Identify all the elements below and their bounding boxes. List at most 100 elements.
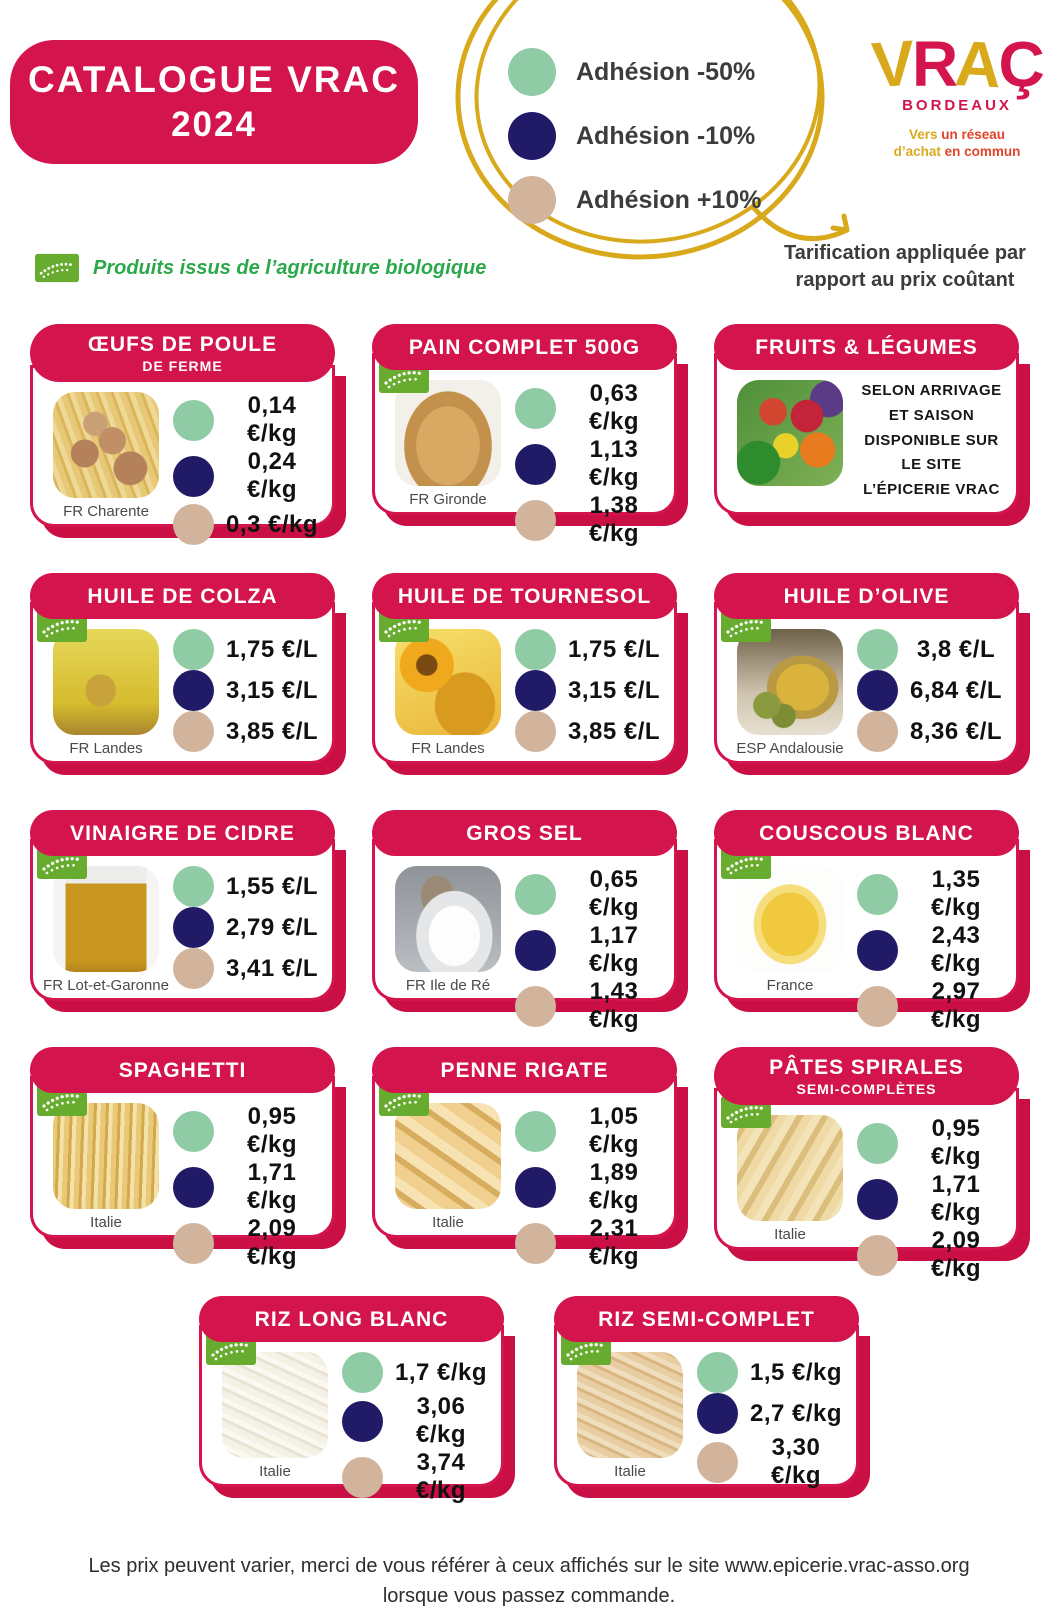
product-title: PÂTES SPIRALES: [769, 1056, 964, 1079]
price-row: 2,09 €/kg: [173, 1215, 322, 1271]
price-row: 1,38 €/kg: [515, 492, 664, 548]
price-row: 2,7 €/kg: [697, 1393, 846, 1434]
price-row: 0,95 €/kg: [173, 1103, 322, 1159]
price-list: 0,95 €/kg 1,71 €/kg 2,09 €/kg: [169, 1103, 324, 1270]
green-tier-dot: [857, 873, 898, 915]
price-list: 3,8 €/L 6,84 €/L 8,36 €/L: [853, 629, 1008, 753]
product-image: [737, 380, 843, 486]
product-image: [395, 380, 501, 486]
legend-label: Adhésion +10%: [576, 185, 762, 214]
price-row: 8,36 €/L: [857, 711, 1006, 752]
navy-tier-dot: [342, 1400, 383, 1442]
price-row: 1,55 €/L: [173, 866, 322, 907]
product-image: [53, 629, 159, 735]
price-value: 3,06 €/kg: [415, 1393, 467, 1448]
product-card: ŒUFS DE POULE DE FERME FR Charente 0,14 …: [30, 324, 335, 545]
organic-icon: [35, 253, 79, 283]
product-title: HUILE DE TOURNESOL: [397, 584, 652, 608]
product-card-header: COUSCOUS BLANC: [714, 810, 1019, 856]
price-value: 1,7 €/kg: [394, 1358, 488, 1386]
price-value: 0,63 €/kg: [588, 380, 640, 435]
product-media: FR Landes: [43, 629, 169, 757]
tarification-note-line2: rapport au prix coûtant: [795, 269, 1015, 291]
price-row: 1,5 €/kg: [697, 1352, 846, 1393]
tagline-part: un réseau: [941, 126, 1006, 142]
product-grid: ŒUFS DE POULE DE FERME FR Charente 0,14 …: [30, 324, 1028, 1282]
catalogue-title-line2: 2024: [171, 105, 257, 144]
product-card-body: SELON ARRIVAGE ET SAISON DISPONIBLE SUR LE …: [714, 353, 1019, 515]
price-value: 1,75 €/L: [567, 635, 661, 663]
product-card: HUILE DE COLZA FR Landes 1,75 €/L 3,15 €/…: [30, 573, 335, 764]
price-list: 1,7 €/kg 3,06 €/kg 3,74 €/kg: [338, 1352, 493, 1504]
legend-label: Adhésion -10%: [576, 121, 756, 150]
product-media: Italie: [567, 1352, 693, 1480]
product-card-header: RIZ SEMI-COMPLET: [554, 1296, 859, 1342]
price-value: 1,5 €/kg: [749, 1358, 843, 1386]
product-media: Italie: [212, 1352, 338, 1480]
price-row: 2,31 €/kg: [515, 1215, 664, 1271]
price-list: 1,05 €/kg 1,89 €/kg 2,31 €/kg: [511, 1103, 666, 1270]
product-image: [395, 1103, 501, 1209]
price-value: 1,43 €/kg: [588, 978, 640, 1033]
price-value: 1,38 €/kg: [588, 492, 640, 547]
product-card-header: PENNE RIGATE: [372, 1047, 677, 1093]
product-card: PAIN COMPLET 500G FR Gironde 0,63 €/kg 1,…: [372, 324, 677, 547]
catalogue-title-line1: CATALOGUE VRAC: [28, 59, 400, 100]
price-list: SELON ARRIVAGE ET SAISON DISPONIBLE SUR LE …: [853, 380, 1008, 504]
tarification-note-line1: Tarification appliquée par: [784, 242, 1026, 264]
product-card: HUILE DE TOURNESOL FR Landes 1,75 €/L 3,1…: [372, 573, 677, 764]
vrac-logo-wordmark: VRAÇ: [870, 27, 1045, 102]
price-row: 1,43 €/kg: [515, 978, 664, 1034]
logo-letter: R: [912, 28, 958, 100]
product-media: Italie: [385, 1103, 511, 1231]
price-row: 3,06 €/kg: [342, 1393, 491, 1449]
price-row: 2,43 €/kg: [857, 922, 1006, 978]
price-row: 1,89 €/kg: [515, 1159, 664, 1215]
product-card-body: ESP Andalousie 3,8 €/L 6,84 €/L 8,36 €/L: [714, 602, 1019, 764]
product-card-header: GROS SEL: [372, 810, 677, 856]
product-title: VINAIGRE DE CIDRE: [70, 821, 295, 845]
product-card-body: France 1,35 €/kg 2,43 €/kg 2,97 €/kg: [714, 839, 1019, 1033]
price-list: 1,75 €/L 3,15 €/L 3,85 €/L: [511, 629, 666, 753]
organic-note-text: Produits issus de l’agriculture biologiq…: [93, 256, 487, 279]
price-row: 3,15 €/L: [173, 670, 322, 711]
product-origin: Italie: [614, 1463, 646, 1480]
product-image: [53, 866, 159, 972]
page-header: CATALOGUE VRAC 2024 Adhésion -50% Adhési…: [0, 0, 1058, 318]
price-list: 1,75 €/L 3,15 €/L 3,85 €/L: [169, 629, 324, 753]
price-value: 2,09 €/kg: [930, 1227, 982, 1282]
logo-letter: Ç: [998, 28, 1044, 100]
product-card-body: FR Ile de Ré 0,65 €/kg 1,17 €/kg 1,43 €/kg: [372, 839, 677, 1033]
legend-label: Adhésion -50%: [576, 57, 756, 86]
product-title: GROS SEL: [466, 821, 583, 845]
price-row: 3,8 €/L: [857, 629, 1006, 670]
green-tier-dot: [857, 629, 898, 670]
price-row: 3,85 €/L: [515, 711, 664, 752]
price-row: 1,17 €/kg: [515, 922, 664, 978]
tan-tier-dot: [173, 504, 214, 545]
product-card-header: RIZ LONG BLANC: [199, 1296, 504, 1342]
tan-tier-dot: [857, 1234, 898, 1276]
navy-tier-dot: [173, 907, 214, 948]
product-image: [395, 629, 501, 735]
product-title: FRUITS & LÉGUMES: [755, 335, 978, 359]
navy-tier-dot: [857, 670, 898, 711]
navy-tier-dot: [515, 1166, 556, 1208]
price-value: 2,97 €/kg: [930, 978, 982, 1033]
tagline-part: d’achat: [893, 144, 945, 160]
product-image: [395, 866, 501, 972]
availability-note: SELON ARRIVAGE ET SAISON DISPONIBLE SUR LE …: [861, 382, 1002, 499]
product-card-body: Italie 1,05 €/kg 1,89 €/kg 2,31 €/kg: [372, 1076, 677, 1270]
product-origin: FR Lot-et-Garonne: [43, 977, 169, 994]
tan-tier-dot: [173, 1222, 214, 1264]
price-row: 3,30 €/kg: [697, 1434, 846, 1490]
product-image: [577, 1352, 683, 1458]
product-title: PAIN COMPLET 500G: [408, 335, 641, 359]
product-media: FR Ile de Ré: [385, 866, 511, 994]
product-card-body: Italie 0,95 €/kg 1,71 €/kg 2,09 €/kg: [30, 1076, 335, 1270]
product-media: FR Lot-et-Garonne: [43, 866, 169, 994]
price-value: 3,85 €/L: [567, 717, 661, 745]
navy-tier-dot: [173, 670, 214, 711]
product-origin: Italie: [432, 1214, 464, 1231]
product-card-header: PÂTES SPIRALES SEMI-COMPLÈTES: [714, 1047, 1019, 1105]
